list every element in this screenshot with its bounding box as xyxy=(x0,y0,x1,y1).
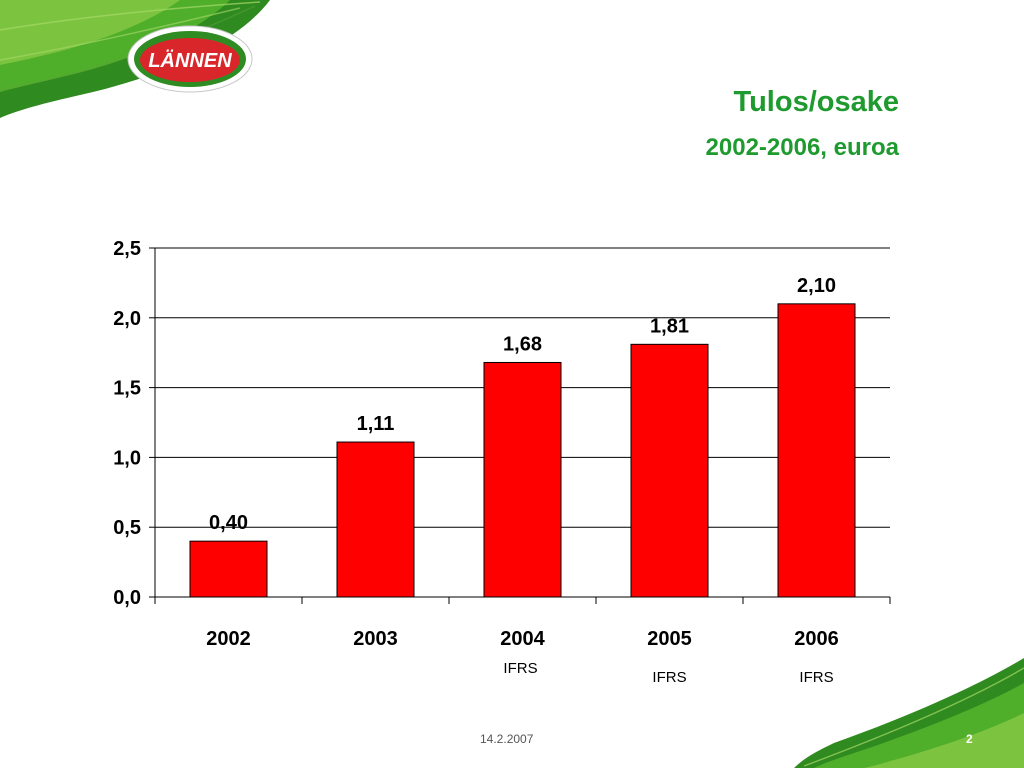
y-tick-label: 2,5 xyxy=(113,238,141,260)
bar-2005 xyxy=(630,343,709,598)
logo-text: LÄNNEN xyxy=(148,49,232,72)
y-tick-label: 0,0 xyxy=(113,587,141,609)
slide-title: Tulos/osake xyxy=(733,86,899,118)
leaf-decoration-bottom-right xyxy=(794,658,1024,768)
category-note: IFRS xyxy=(799,669,833,686)
data-label: 1,81 xyxy=(650,315,689,337)
slide-subtitle: 2002-2006, euroa xyxy=(705,134,899,161)
y-tick-label: 0,5 xyxy=(113,517,141,539)
bars xyxy=(189,303,856,598)
y-tick-label: 1,0 xyxy=(113,447,141,469)
bar-2003 xyxy=(336,441,415,598)
x-tick-label: 2004 xyxy=(500,628,545,650)
lannen-logo: LÄNNEN xyxy=(127,25,253,93)
bar-2004 xyxy=(483,361,562,598)
x-tick-label: 2002 xyxy=(206,628,251,650)
data-label: 1,68 xyxy=(503,333,542,355)
x-tick-label: 2006 xyxy=(794,628,839,650)
bar-2006 xyxy=(777,303,856,598)
y-tick-label: 2,0 xyxy=(113,308,141,330)
data-label: 0,40 xyxy=(209,512,248,534)
data-label: 2,10 xyxy=(797,275,836,297)
data-label: 1,11 xyxy=(357,413,395,435)
bar-2002 xyxy=(189,540,268,598)
labels: 0,0 0,5 1,0 1,5 2,0 2,5 0,40 2002 1,11 2003 1,68 20… xyxy=(113,238,839,686)
category-note: IFRS xyxy=(503,660,537,677)
x-tick-label: 2003 xyxy=(353,628,398,650)
footer-date: 14.2.2007 xyxy=(480,732,534,746)
x-tick-label: 2005 xyxy=(647,628,692,650)
category-note: IFRS xyxy=(652,669,686,686)
page-number: 2 xyxy=(966,732,973,746)
y-tick-label: 1,5 xyxy=(113,378,141,400)
